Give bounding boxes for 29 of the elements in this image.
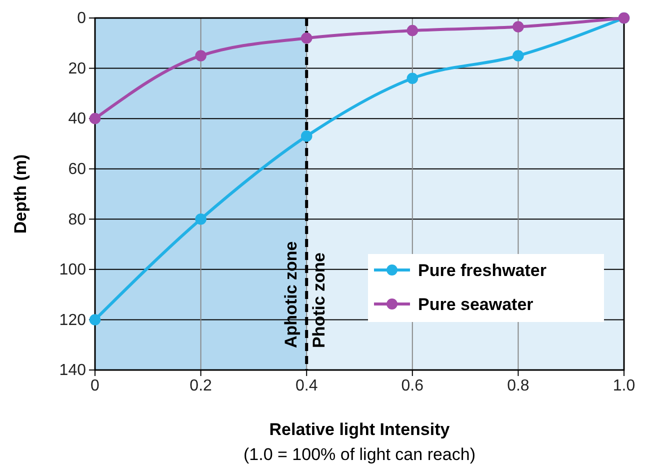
point [406, 24, 418, 36]
band-label: Aphotic zone [282, 241, 301, 348]
point [512, 21, 524, 32]
y-tick-label: 20 [68, 60, 86, 78]
y-tick-label: 140 [59, 362, 86, 380]
y-tick-label: 60 [68, 160, 86, 178]
y-tick-label: 100 [59, 262, 86, 279]
x-tick-label: 0.8 [507, 377, 530, 394]
x-tick-label: 1.0 [612, 377, 636, 394]
y-tick-label: 120 [59, 312, 86, 329]
y-axis-title: Depth (m) [11, 154, 30, 234]
x-tick-label: 0.2 [190, 377, 212, 394]
legend-label: Pure freshwater [418, 260, 547, 280]
y-tick-label: 0 [77, 10, 86, 28]
x-tick-label: 0.6 [401, 377, 424, 394]
point [195, 214, 206, 225]
point [300, 130, 312, 142]
band-label: Photic zone [310, 252, 329, 348]
point [300, 32, 312, 44]
x-axis-title: Relative light Intensity [269, 420, 450, 439]
y-tick-label: 80 [68, 211, 86, 228]
text: (1.0 = 100% of light can reach) [244, 445, 476, 464]
legend-label: Pure seawater [418, 294, 534, 314]
x-tick-label: 0 [90, 377, 100, 394]
y-tick-label: 40 [68, 110, 86, 128]
point [406, 72, 418, 84]
point [512, 50, 524, 62]
point [195, 50, 206, 62]
x-tick-label: 0.4 [295, 377, 318, 394]
